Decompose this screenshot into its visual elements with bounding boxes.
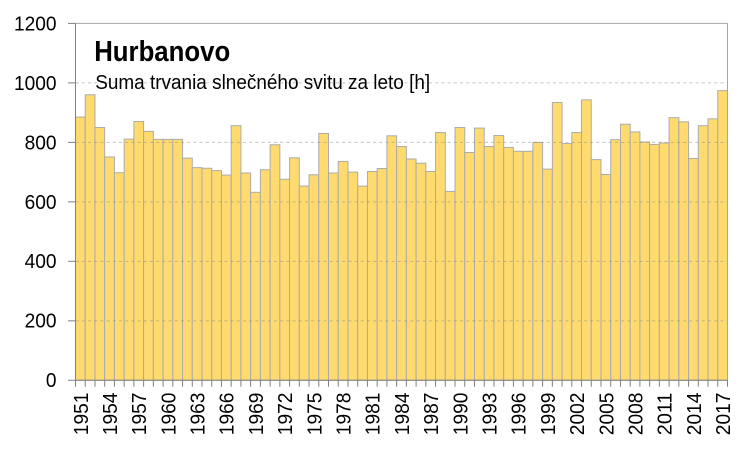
svg-text:0: 0 — [46, 370, 57, 392]
svg-text:1960: 1960 — [158, 393, 180, 436]
svg-text:1000: 1000 — [14, 73, 57, 95]
svg-text:Hurbanovo: Hurbanovo — [94, 36, 230, 68]
svg-text:2005: 2005 — [596, 393, 618, 436]
svg-text:2002: 2002 — [567, 393, 589, 436]
svg-text:1978: 1978 — [334, 393, 356, 436]
svg-text:1969: 1969 — [246, 393, 268, 436]
svg-text:Suma trvania slnečného svitu z: Suma trvania slnečného svitu za leto [h] — [95, 72, 430, 94]
svg-text:1954: 1954 — [100, 393, 122, 436]
svg-text:1951: 1951 — [71, 393, 93, 436]
svg-text:1990: 1990 — [450, 393, 472, 436]
svg-text:1987: 1987 — [421, 393, 443, 436]
svg-text:1993: 1993 — [479, 393, 501, 436]
svg-text:2017: 2017 — [713, 393, 735, 436]
svg-text:1981: 1981 — [363, 393, 385, 436]
svg-text:1972: 1972 — [275, 393, 297, 436]
svg-text:1996: 1996 — [509, 393, 531, 436]
svg-text:800: 800 — [25, 132, 57, 154]
svg-text:400: 400 — [25, 251, 57, 273]
svg-text:1984: 1984 — [392, 393, 414, 436]
svg-text:1966: 1966 — [217, 393, 239, 436]
svg-text:2008: 2008 — [625, 393, 647, 436]
svg-text:1200: 1200 — [14, 13, 57, 35]
svg-text:2014: 2014 — [684, 393, 706, 436]
svg-text:200: 200 — [25, 311, 57, 333]
svg-text:600: 600 — [25, 192, 57, 214]
svg-text:1999: 1999 — [538, 393, 560, 436]
svg-text:1963: 1963 — [188, 393, 210, 436]
svg-text:2011: 2011 — [655, 393, 677, 436]
svg-text:1975: 1975 — [304, 393, 326, 436]
svg-text:1957: 1957 — [129, 393, 151, 436]
